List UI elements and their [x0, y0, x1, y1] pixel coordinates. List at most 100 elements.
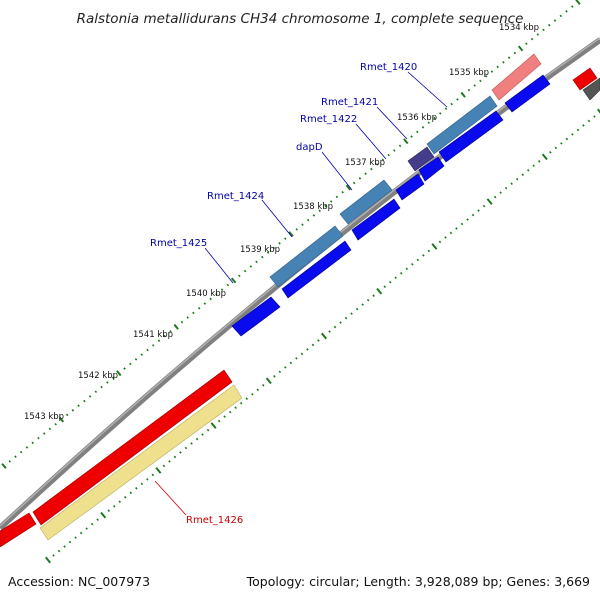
- kbp-label-1542: 1542 kbp: [78, 371, 118, 381]
- tick-mark: [14, 455, 17, 458]
- tick-mark: [197, 306, 201, 310]
- feature-cds-3[interactable]: [351, 198, 401, 241]
- tick-mark: [77, 404, 80, 407]
- tick-mark: [79, 531, 83, 535]
- gene-label-rmet-1426[interactable]: Rmet_1426: [186, 515, 243, 526]
- tick-mark: [473, 84, 476, 87]
- feature-red-arrow-left[interactable]: [0, 512, 37, 548]
- tick-mark: [234, 406, 237, 410]
- tick-mark: [57, 549, 61, 553]
- feature-red-arrow-right[interactable]: [572, 67, 598, 91]
- leader-rmet-1425: [204, 247, 234, 284]
- feature-dark-gray-right[interactable]: [582, 77, 600, 101]
- tick-mark: [352, 181, 356, 185]
- tick-mark: [295, 228, 299, 231]
- tick-mark: [140, 353, 144, 356]
- tick-mark: [301, 223, 304, 226]
- tick-mark: [278, 370, 282, 374]
- tick-mark: [100, 511, 107, 519]
- tick-mark: [123, 495, 127, 499]
- tick-mark: [192, 311, 195, 315]
- feature-cds-5[interactable]: [418, 156, 445, 182]
- tick-mark: [217, 419, 221, 423]
- feature-gene-rmet-1425[interactable]: [269, 225, 344, 288]
- tick-mark: [311, 343, 315, 347]
- tick-mark: [272, 246, 276, 250]
- tick-mark: [388, 280, 392, 284]
- tick-mark: [155, 467, 162, 474]
- tick-mark: [450, 102, 453, 106]
- feature-cds-7[interactable]: [504, 74, 551, 113]
- tick-mark: [42, 432, 46, 435]
- tick-mark: [393, 149, 396, 152]
- tick-mark: [25, 446, 29, 449]
- tick-mark: [504, 186, 508, 190]
- tick-mark: [8, 460, 12, 463]
- tick-mark: [261, 255, 264, 259]
- gene-label-rmet-1421[interactable]: Rmet_1421: [321, 97, 378, 108]
- tick-mark: [541, 153, 548, 161]
- tick-mark: [444, 236, 447, 239]
- tick-mark: [521, 173, 525, 177]
- tick-mark: [549, 150, 552, 154]
- tick-mark: [266, 251, 270, 254]
- tick-mark: [479, 79, 482, 83]
- tick-mark: [65, 413, 69, 417]
- tick-mark: [184, 446, 188, 450]
- tick-mark: [460, 91, 466, 98]
- tick-mark: [449, 231, 453, 235]
- tick-mark: [490, 70, 494, 73]
- feature-cds-2[interactable]: [281, 240, 352, 299]
- tick-mark: [68, 540, 72, 544]
- tick-mark: [375, 163, 379, 166]
- tick-mark: [54, 422, 57, 426]
- tick-mark: [431, 243, 438, 250]
- tick-mark: [1, 463, 7, 469]
- gene-label-rmet-1425[interactable]: Rmet_1425: [150, 238, 207, 249]
- feature-gene-rmet-1420[interactable]: [426, 95, 498, 155]
- tick-mark: [515, 177, 519, 181]
- tick-mark: [570, 5, 574, 8]
- feature-track-lower: [0, 67, 600, 548]
- tick-mark: [507, 56, 511, 59]
- feature-cds-6[interactable]: [438, 110, 504, 163]
- tick-mark: [306, 218, 310, 222]
- gene-label-rmet-1424[interactable]: Rmet_1424: [207, 191, 264, 202]
- gene-labels: Rmet_1420 Rmet_1421 Rmet_1422 dapD Rmet_…: [150, 62, 417, 526]
- tick-mark: [63, 545, 66, 548]
- tick-mark: [94, 390, 98, 394]
- gene-label-rmet-1422[interactable]: Rmet_1422: [300, 114, 357, 125]
- outer-tick-ring: [45, 108, 600, 564]
- tick-mark: [381, 158, 385, 162]
- gene-label-rmet-1420[interactable]: Rmet_1420: [360, 62, 417, 73]
- feature-red-rmet-1426[interactable]: [32, 369, 233, 526]
- tick-mark: [179, 451, 182, 454]
- tick-mark: [129, 362, 132, 366]
- tick-mark: [335, 195, 339, 199]
- tick-mark: [477, 209, 480, 212]
- tick-mark: [345, 184, 352, 191]
- feature-gene-dapd[interactable]: [407, 146, 435, 172]
- tick-mark: [467, 88, 471, 92]
- tick-mark: [364, 172, 367, 175]
- tick-mark: [209, 297, 212, 301]
- tick-mark: [438, 112, 442, 115]
- tick-mark: [575, 0, 581, 5]
- tick-mark: [140, 482, 144, 486]
- gene-label-dapd[interactable]: dapD: [296, 142, 323, 153]
- tick-mark: [206, 428, 210, 432]
- tick-mark: [422, 254, 425, 257]
- feature-cds-1[interactable]: [231, 296, 281, 337]
- feature-khaki-rmet-1426[interactable]: [39, 384, 243, 541]
- tick-mark: [597, 108, 600, 114]
- tick-mark: [427, 249, 431, 253]
- tick-mark: [517, 45, 524, 52]
- tick-mark: [411, 262, 414, 266]
- tick-mark: [112, 504, 116, 508]
- feature-cds-4[interactable]: [395, 173, 425, 201]
- feature-gene-rmet-1424[interactable]: [339, 179, 393, 225]
- tick-mark: [168, 460, 171, 463]
- feature-gene-pink[interactable]: [491, 53, 542, 101]
- tick-mark: [215, 293, 218, 296]
- tick-mark: [273, 374, 276, 378]
